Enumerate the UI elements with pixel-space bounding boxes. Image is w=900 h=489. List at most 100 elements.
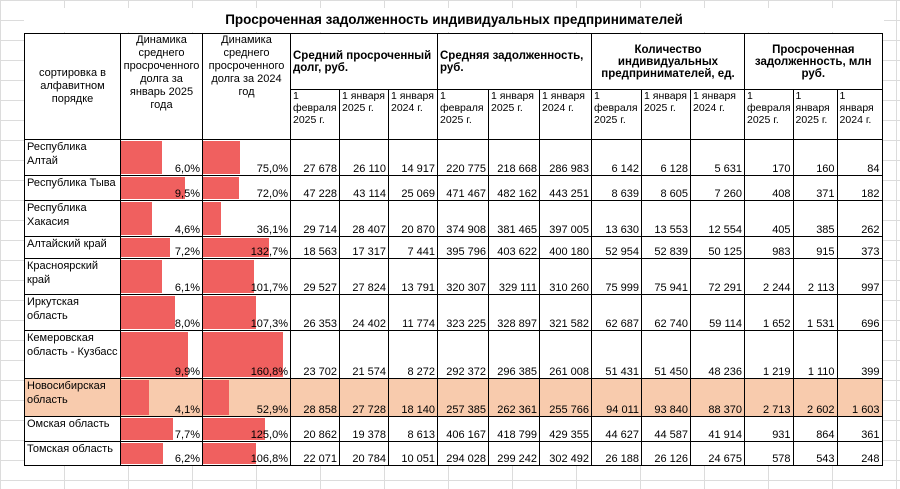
value-cell[interactable]: 75 941 (641, 258, 691, 295)
value-cell[interactable]: 14 917 (388, 139, 438, 176)
value-cell[interactable]: 5 631 (690, 139, 745, 176)
dyn2024-bar-cell[interactable]: 52,9% (202, 378, 291, 417)
value-cell[interactable]: 24 675 (690, 441, 745, 466)
value-cell[interactable]: 262 (836, 200, 883, 237)
value-cell[interactable]: 13 630 (591, 200, 642, 237)
value-cell[interactable]: 13 791 (388, 258, 438, 295)
value-cell[interactable]: 48 236 (690, 330, 745, 379)
value-cell[interactable]: 403 622 (488, 236, 540, 259)
value-cell[interactable]: 381 465 (488, 200, 540, 237)
value-cell[interactable]: 323 225 (437, 294, 489, 331)
value-cell[interactable]: 26 110 (339, 139, 389, 176)
value-cell[interactable]: 52 839 (641, 236, 691, 259)
region-name-cell[interactable]: Республика Алтай (24, 139, 121, 176)
region-name-cell[interactable]: Новосибирская область (24, 378, 121, 417)
value-cell[interactable]: 52 954 (591, 236, 642, 259)
value-cell[interactable]: 443 251 (539, 175, 592, 201)
dyn2024-bar-cell[interactable]: 36,1% (202, 200, 291, 237)
value-cell[interactable]: 361 (836, 416, 883, 442)
dyn2024-bar-cell[interactable]: 75,0% (202, 139, 291, 176)
value-cell[interactable]: 24 402 (339, 294, 389, 331)
value-cell[interactable]: 18 140 (388, 378, 438, 417)
value-cell[interactable]: 75 999 (591, 258, 642, 295)
value-cell[interactable]: 6 128 (641, 139, 691, 176)
value-cell[interactable]: 218 668 (488, 139, 540, 176)
value-cell[interactable]: 20 870 (388, 200, 438, 237)
value-cell[interactable]: 2 602 (792, 378, 838, 417)
value-cell[interactable]: 1 531 (792, 294, 838, 331)
value-cell[interactable]: 864 (792, 416, 838, 442)
value-cell[interactable]: 696 (836, 294, 883, 331)
value-cell[interactable]: 292 372 (437, 330, 489, 379)
value-cell[interactable]: 22 071 (290, 441, 340, 466)
value-cell[interactable]: 19 378 (339, 416, 389, 442)
dyn2024-bar-cell[interactable]: 101,7% (202, 258, 291, 295)
value-cell[interactable]: 406 167 (437, 416, 489, 442)
value-cell[interactable]: 84 (836, 139, 883, 176)
dyn2025-bar-cell[interactable]: 6,0% (120, 139, 203, 176)
value-cell[interactable]: 983 (744, 236, 794, 259)
value-cell[interactable]: 397 005 (539, 200, 592, 237)
value-cell[interactable]: 26 188 (591, 441, 642, 466)
region-name-cell[interactable]: Республика Хакасия (24, 200, 121, 237)
value-cell[interactable]: 429 355 (539, 416, 592, 442)
value-cell[interactable]: 374 908 (437, 200, 489, 237)
value-cell[interactable]: 23 702 (290, 330, 340, 379)
value-cell[interactable]: 321 582 (539, 294, 592, 331)
value-cell[interactable]: 62 740 (641, 294, 691, 331)
value-cell[interactable]: 72 291 (690, 258, 745, 295)
value-cell[interactable]: 405 (744, 200, 794, 237)
value-cell[interactable]: 27 678 (290, 139, 340, 176)
dyn2025-bar-cell[interactable]: 6,2% (120, 441, 203, 466)
dyn2024-bar-cell[interactable]: 160,8% (202, 330, 291, 379)
value-cell[interactable]: 20 862 (290, 416, 340, 442)
value-cell[interactable]: 220 775 (437, 139, 489, 176)
region-name-cell[interactable]: Алтайский край (24, 236, 121, 259)
value-cell[interactable]: 302 492 (539, 441, 592, 466)
dyn2024-bar-cell[interactable]: 72,0% (202, 175, 291, 201)
value-cell[interactable]: 329 111 (488, 258, 540, 295)
value-cell[interactable]: 7 441 (388, 236, 438, 259)
value-cell[interactable]: 6 142 (591, 139, 642, 176)
dyn2025-bar-cell[interactable]: 4,6% (120, 200, 203, 237)
value-cell[interactable]: 44 627 (591, 416, 642, 442)
value-cell[interactable]: 395 796 (437, 236, 489, 259)
value-cell[interactable]: 418 799 (488, 416, 540, 442)
value-cell[interactable]: 257 385 (437, 378, 489, 417)
dyn2025-bar-cell[interactable]: 8,0% (120, 294, 203, 331)
dyn2025-bar-cell[interactable]: 4,1% (120, 378, 203, 417)
value-cell[interactable]: 371 (792, 175, 838, 201)
value-cell[interactable]: 8 605 (641, 175, 691, 201)
dyn2025-bar-cell[interactable]: 9,9% (120, 330, 203, 379)
value-cell[interactable]: 26 126 (641, 441, 691, 466)
value-cell[interactable]: 170 (744, 139, 794, 176)
value-cell[interactable]: 1 110 (792, 330, 838, 379)
value-cell[interactable]: 8 613 (388, 416, 438, 442)
value-cell[interactable]: 915 (792, 236, 838, 259)
region-name-cell[interactable]: Красноярский край (24, 258, 121, 295)
dyn2025-bar-cell[interactable]: 7,2% (120, 236, 203, 259)
value-cell[interactable]: 294 028 (437, 441, 489, 466)
dyn2024-bar-cell[interactable]: 107,3% (202, 294, 291, 331)
value-cell[interactable]: 255 766 (539, 378, 592, 417)
value-cell[interactable]: 43 114 (339, 175, 389, 201)
region-name-cell[interactable]: Республика Тыва (24, 175, 121, 201)
value-cell[interactable]: 320 307 (437, 258, 489, 295)
value-cell[interactable]: 299 242 (488, 441, 540, 466)
dyn2025-bar-cell[interactable]: 6,1% (120, 258, 203, 295)
value-cell[interactable]: 399 (836, 330, 883, 379)
value-cell[interactable]: 931 (744, 416, 794, 442)
value-cell[interactable]: 310 260 (539, 258, 592, 295)
value-cell[interactable]: 21 574 (339, 330, 389, 379)
value-cell[interactable]: 93 840 (641, 378, 691, 417)
value-cell[interactable]: 51 431 (591, 330, 642, 379)
value-cell[interactable]: 44 587 (641, 416, 691, 442)
region-name-cell[interactable]: Кемеровская область - Кузбасс (24, 330, 121, 379)
value-cell[interactable]: 25 069 (388, 175, 438, 201)
value-cell[interactable]: 29 714 (290, 200, 340, 237)
value-cell[interactable]: 385 (792, 200, 838, 237)
value-cell[interactable]: 408 (744, 175, 794, 201)
value-cell[interactable]: 41 914 (690, 416, 745, 442)
region-name-cell[interactable]: Иркутская область (24, 294, 121, 331)
value-cell[interactable]: 94 011 (591, 378, 642, 417)
